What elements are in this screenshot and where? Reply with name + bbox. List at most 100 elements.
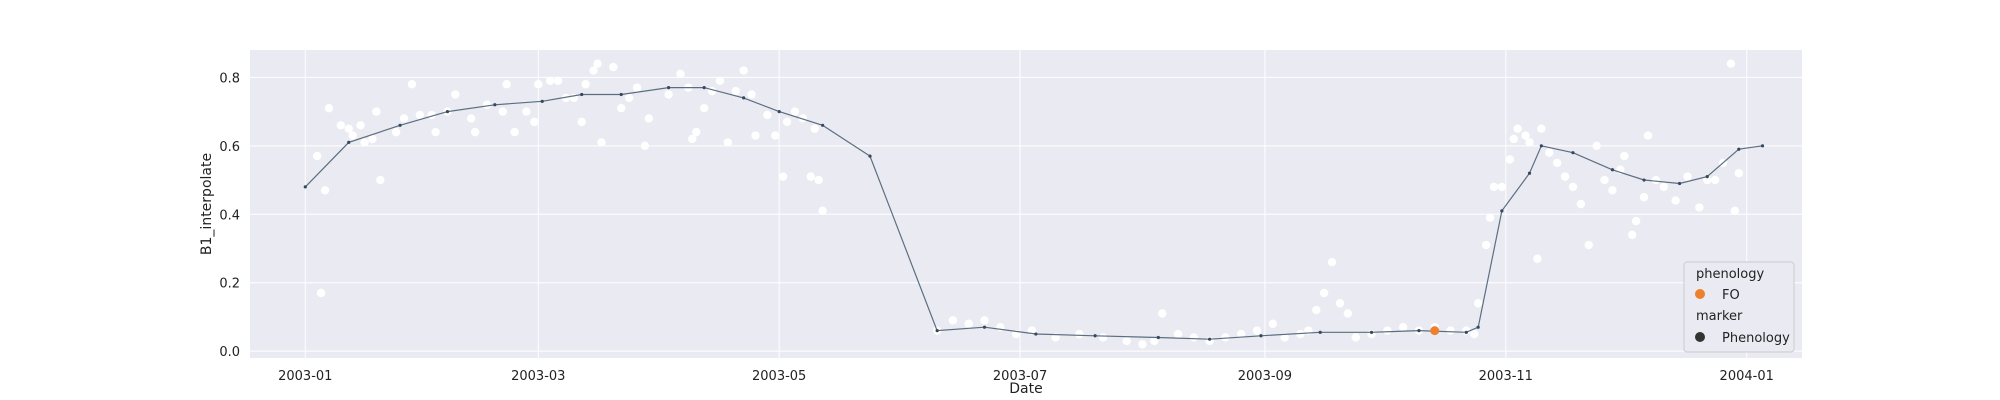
raw-point: [312, 151, 322, 161]
raw-point: [1584, 240, 1593, 250]
raw-point: [964, 319, 973, 328]
raw-point: [1671, 196, 1680, 205]
raw-point: [1620, 151, 1629, 161]
raw-point: [360, 138, 369, 147]
interpolated-point: [1737, 147, 1741, 151]
raw-point: [751, 131, 760, 140]
y-axis-label: B1_interpolate: [199, 153, 215, 255]
raw-point: [534, 80, 543, 89]
interpolated-point: [445, 110, 450, 114]
raw-point: [470, 127, 480, 137]
raw-point: [771, 131, 780, 140]
interpolated-point: [1610, 168, 1615, 172]
legend-phenology-marker: [1695, 289, 1705, 299]
raw-point: [731, 86, 740, 96]
interpolated-point: [821, 123, 825, 127]
phenology-point: [1430, 326, 1440, 336]
interpolated-point: [580, 92, 584, 97]
raw-point: [482, 100, 492, 109]
raw-point: [1730, 206, 1740, 216]
raw-point: [431, 127, 440, 137]
raw-point: [609, 62, 618, 72]
y-tick-label: 0.2: [219, 277, 240, 292]
raw-point: [1600, 175, 1609, 185]
raw-point: [589, 66, 598, 75]
raw-point: [688, 134, 697, 144]
raw-point: [632, 83, 642, 92]
raw-point: [1560, 172, 1570, 181]
legend-title-marker: marker: [1696, 309, 1743, 324]
plot-background: [250, 50, 1802, 358]
grid: [250, 50, 1802, 358]
raw-point: [1639, 192, 1649, 202]
raw-point: [324, 103, 334, 113]
interpolated-point: [667, 86, 671, 90]
raw-point: [739, 66, 748, 75]
raw-point: [368, 134, 377, 144]
raw-point: [1651, 175, 1661, 185]
x-tick-label: 2003-09: [1238, 369, 1292, 384]
legend-box: [1683, 261, 1795, 353]
x-axis-ticks: 2003-01 2003-03 2003-05 2003-07 2003-09 2003-…: [278, 369, 1774, 384]
raw-point: [1710, 175, 1720, 185]
interpolated-point: [1259, 334, 1263, 338]
raw-point: [1525, 138, 1534, 147]
raw-point: [451, 90, 460, 99]
raw-point: [372, 107, 381, 116]
raw-point: [664, 90, 673, 99]
raw-point: [948, 316, 958, 325]
raw-point: [1383, 326, 1392, 335]
raw-point: [1481, 240, 1491, 250]
raw-point: [1509, 134, 1518, 144]
raw-point: [1280, 333, 1289, 342]
legend-marker-symbol: [1695, 332, 1705, 342]
interpolated-point: [347, 140, 351, 144]
interpolated-point: [1476, 325, 1480, 329]
interpolated-point: [1539, 144, 1543, 148]
raw-point: [1335, 299, 1345, 308]
x-tick-label: 2004-01: [1720, 369, 1774, 384]
raw-point: [980, 316, 989, 325]
interpolated-point: [1571, 151, 1575, 155]
raw-point: [391, 127, 401, 137]
legend: phenology FO marker Phenology: [1683, 261, 1795, 353]
raw-point: [545, 76, 555, 86]
interpolated-point: [868, 154, 872, 158]
raw-point: [1098, 333, 1108, 342]
raw-point: [1734, 169, 1744, 178]
raw-point: [553, 76, 563, 86]
x-tick-label: 2003-01: [278, 369, 332, 384]
raw-point: [415, 110, 425, 120]
raw-point: [1643, 131, 1653, 140]
raw-point: [810, 124, 819, 133]
raw-point: [510, 127, 519, 137]
raw-point: [1470, 329, 1479, 339]
raw-point: [1343, 309, 1353, 318]
raw-point: [1683, 172, 1692, 181]
interpolated-point: [982, 325, 987, 329]
raw-point: [1150, 336, 1159, 346]
interpolated-point: [1369, 330, 1374, 334]
raw-point: [644, 114, 654, 123]
raw-point: [790, 107, 800, 116]
phenology-points: [1430, 326, 1440, 336]
raw-point: [624, 93, 634, 103]
raw-point: [707, 86, 717, 96]
x-tick-label: 2003-03: [511, 369, 565, 384]
raw-point: [1703, 175, 1712, 185]
raw-point: [1327, 257, 1337, 267]
interpolated-point: [1760, 144, 1765, 148]
interpolated-point: [777, 110, 781, 114]
raw-point: [1051, 333, 1060, 342]
interpolated-point: [702, 86, 706, 90]
interpolated-point: [1208, 337, 1212, 341]
raw-point: [1489, 182, 1499, 192]
raw-point: [1533, 254, 1542, 263]
raw-point: [577, 117, 586, 127]
raw-point: [1351, 333, 1360, 342]
raw-point: [1446, 326, 1455, 335]
raw-point: [1505, 155, 1514, 164]
y-axis-ticks: 0.0 0.2 0.4 0.6 0.8: [219, 71, 240, 360]
raw-point: [1497, 182, 1507, 192]
interpolated-point: [935, 329, 939, 333]
